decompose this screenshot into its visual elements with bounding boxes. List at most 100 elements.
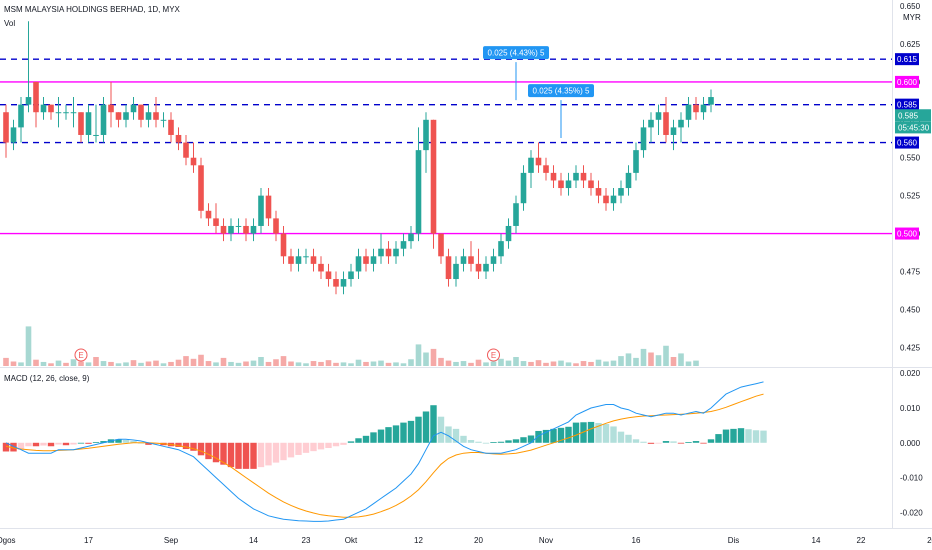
candle-body (138, 104, 144, 120)
candle-body (258, 195, 264, 226)
candle-body (610, 195, 617, 204)
macd-histogram-bar (287, 442, 295, 458)
volume-label: Vol (4, 19, 16, 28)
volume-bar (625, 353, 632, 366)
volume-bar (280, 356, 287, 366)
candle-body (415, 150, 422, 234)
volume-bar (640, 348, 647, 366)
candle-body (393, 248, 399, 257)
candle-body (340, 279, 347, 287)
earnings-marker-label: E (78, 351, 83, 360)
candle-body (288, 256, 294, 264)
macd-histogram-bar (47, 442, 55, 447)
candle-body (655, 112, 662, 120)
candle-body (468, 256, 474, 264)
volume-bar (520, 361, 527, 366)
time-tick-label: 14 (249, 536, 258, 545)
macd-histogram-bar (400, 422, 407, 443)
volume-bar (85, 362, 92, 366)
candle-body (355, 256, 362, 272)
candle-body (535, 157, 542, 166)
volume-bar (670, 357, 677, 366)
volume-bar (513, 357, 519, 366)
candle-body (453, 263, 459, 280)
macd-histogram-bar (257, 442, 265, 468)
candle-body (48, 104, 54, 113)
volume-bar (423, 352, 429, 366)
volume-bar (685, 361, 692, 366)
volume-bar (430, 348, 437, 366)
macd-histogram-bar (10, 442, 17, 452)
volume-bar (243, 361, 249, 366)
macd-histogram-bar (595, 422, 602, 443)
volume-bar (310, 361, 317, 366)
volume-bar (235, 362, 242, 366)
level-price-tag (895, 53, 919, 66)
volume-bar (33, 359, 39, 366)
macd-tick-label: -0.010 (900, 474, 923, 483)
candle-body (708, 97, 714, 105)
macd-histogram-bar (437, 416, 445, 443)
candle-body (198, 165, 204, 211)
volume-bar (205, 361, 212, 366)
volume-bar (78, 361, 84, 366)
candle-body (363, 256, 369, 264)
candle-body (603, 195, 609, 204)
measurement-tools[interactable]: 0.025 (4.43%) 5 0.025 (4.35%) 5 (483, 46, 594, 139)
candle-body (100, 104, 107, 135)
macd-histogram-bar (745, 429, 752, 443)
macd-histogram-bar (235, 442, 242, 469)
candle-body (123, 112, 129, 120)
volume-bar (265, 361, 272, 366)
candle-body (700, 104, 707, 113)
macd-histogram-bar (722, 429, 730, 443)
candle-body (565, 180, 572, 189)
macd-histogram-bar (625, 434, 632, 443)
macd-histogram-bar (430, 405, 437, 443)
candle-body (423, 119, 429, 151)
level-price-tag-label: 0.600 (897, 78, 918, 87)
volume-bar (663, 345, 669, 366)
volume-bar (445, 360, 452, 366)
candle-body (213, 218, 219, 226)
horizontal-levels (0, 58, 892, 235)
macd-histogram-bar (197, 442, 205, 456)
candle-body (333, 279, 339, 287)
macd-histogram-bar (760, 430, 767, 443)
volume-bar (393, 362, 399, 366)
candle-body (513, 203, 519, 226)
time-tick-label: Ogos (0, 536, 16, 545)
volume-bar (168, 361, 174, 366)
macd-histogram-bar (70, 442, 77, 445)
macd-label: MACD (12, 26, close, 9) (4, 374, 90, 383)
volume-bar (250, 360, 257, 366)
candle-body (220, 225, 227, 234)
level-price-tag (895, 136, 919, 149)
macd-histogram-bar (482, 442, 490, 444)
candle-body (183, 142, 189, 158)
candle-body (588, 180, 594, 189)
candle-body (408, 233, 414, 242)
time-tick-label: 20 (474, 536, 483, 545)
time-axis[interactable]: Ogos 17 Sep 14 23 Okt 12 20 Nov 16 Dis 14 22 2021 (0, 536, 932, 545)
candle-body (310, 256, 317, 264)
level-price-tag-label: 0.615 (897, 55, 918, 64)
price-axis[interactable]: 0.6500.6250.6000.5750.5500.5250.5000.475… (895, 2, 931, 517)
volume-bar (138, 362, 144, 366)
candle-body (385, 248, 392, 257)
volume-bar (678, 353, 684, 366)
macd-histogram-bar (385, 427, 392, 443)
candle-body (85, 112, 92, 135)
volume-bar (453, 361, 459, 366)
time-tick-label: Okt (345, 536, 358, 545)
macd-histogram-bar (302, 442, 310, 453)
candle-body (243, 225, 249, 234)
macd-histogram-bar (62, 442, 70, 446)
price-tick-label: 0.650 (900, 2, 921, 11)
volume-bar (385, 362, 392, 366)
macd-histogram-bar (332, 442, 340, 447)
volume-bar (543, 362, 549, 366)
volume-bar (183, 356, 189, 366)
macd-histogram-bar (587, 421, 595, 443)
